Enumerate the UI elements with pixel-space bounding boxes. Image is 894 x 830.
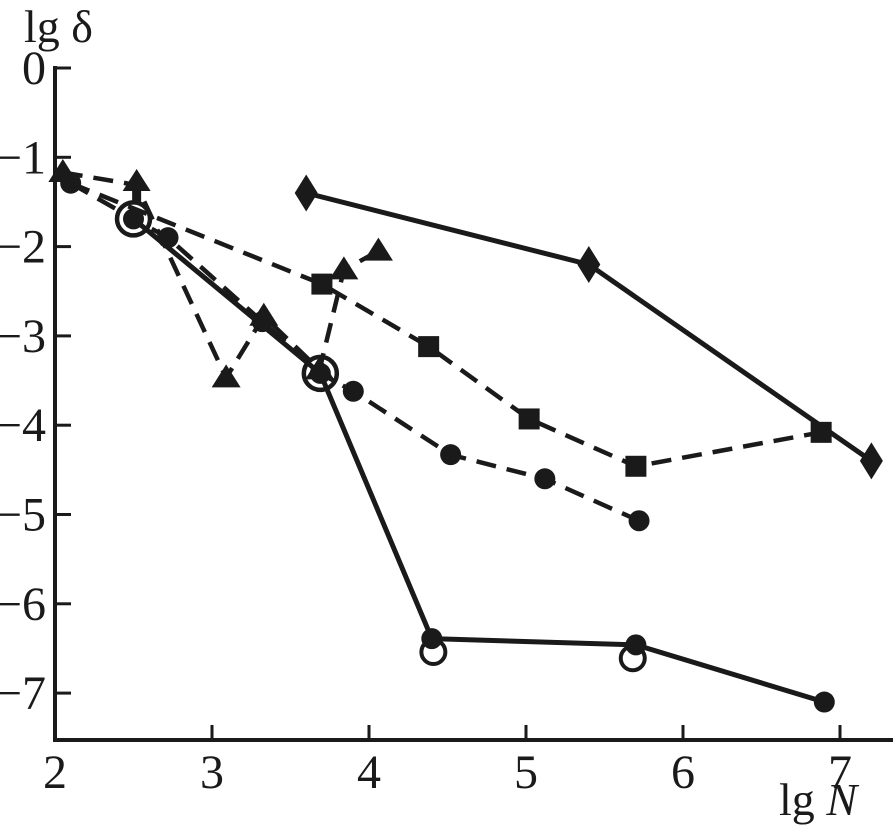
x-tick-label: 3 — [200, 746, 224, 799]
x-tick-label: 5 — [514, 746, 538, 799]
square-marker — [311, 273, 333, 295]
circle-marker — [625, 634, 647, 656]
axis-frame — [53, 66, 893, 742]
open-circle-marker — [301, 354, 340, 393]
y-tick-label: −5 — [0, 489, 46, 542]
circle-marker — [251, 311, 273, 333]
series-circles-dashed-line — [69, 181, 640, 523]
series-circles-dashed-markers — [60, 172, 650, 532]
x-tick-label: 4 — [357, 746, 381, 799]
x-tick-label: 6 — [671, 746, 695, 799]
y-tick-label: −4 — [0, 399, 46, 452]
y-tick-label: −1 — [0, 131, 46, 184]
series-markers-layer — [48, 158, 883, 713]
series-squares-dashed-markers — [311, 273, 832, 477]
x-tick-label: 2 — [43, 746, 67, 799]
series-triangles-dashed-markers — [48, 158, 393, 388]
triangle-marker — [329, 256, 359, 280]
circle-marker — [421, 628, 443, 650]
circle-marker — [534, 468, 556, 490]
diamond-marker — [294, 174, 318, 212]
y-tick-label: −7 — [0, 667, 46, 720]
diamond-marker — [859, 442, 883, 480]
square-marker — [518, 408, 540, 430]
square-marker — [418, 336, 440, 358]
up-arrow-marker — [122, 168, 151, 204]
y-tick-label: 0 — [22, 42, 46, 95]
diamond-marker — [577, 245, 601, 283]
series-squares-dashed-line — [69, 181, 822, 469]
axes-layer: 0 −1 −2 −3 −4 −5 −6 −7 2 3 4 5 6 7 — [0, 42, 893, 799]
triangle-marker — [363, 237, 393, 261]
y-axis-title: lg δ — [24, 1, 93, 52]
circle-marker — [342, 380, 364, 402]
square-marker — [625, 455, 647, 477]
square-marker — [810, 421, 832, 443]
circle-marker — [813, 691, 835, 713]
circle-marker — [309, 362, 331, 384]
circle-marker — [123, 208, 144, 230]
y-tick-label: −3 — [0, 310, 46, 363]
axis-titles-layer: lg δ lg N — [24, 1, 859, 825]
circle-marker — [60, 172, 82, 194]
x-tick-label: 7 — [828, 746, 852, 799]
circle-marker — [440, 444, 462, 466]
circle-marker — [628, 510, 650, 532]
circle-marker — [157, 227, 179, 249]
y-tick-label: −6 — [0, 578, 46, 631]
series-diamonds-solid-markers — [294, 174, 883, 480]
triangle-marker — [211, 364, 241, 388]
y-tick-label: −2 — [0, 221, 46, 274]
x-axis-title: lg N — [779, 774, 859, 825]
series-circles-solid-markers — [421, 628, 835, 713]
series-lines-layer — [62, 170, 873, 705]
